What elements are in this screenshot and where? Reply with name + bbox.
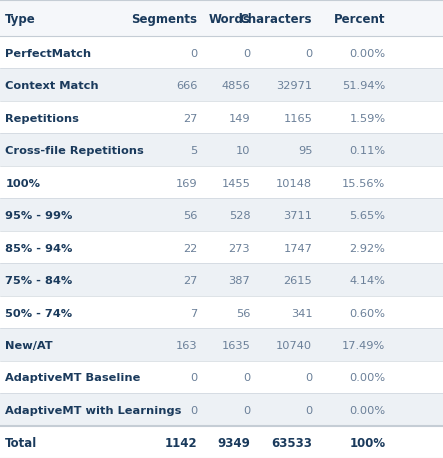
Text: PerfectMatch: PerfectMatch [5,49,91,59]
Text: 0.00%: 0.00% [349,49,385,59]
Text: Total: Total [5,437,38,450]
Text: 169: 169 [175,179,197,189]
Text: 100%: 100% [349,437,385,450]
Text: 27: 27 [183,276,197,286]
Text: 95% - 99%: 95% - 99% [5,211,73,221]
Text: Type: Type [5,13,36,26]
Text: 0: 0 [243,406,250,416]
Text: 0: 0 [190,49,197,59]
Text: 100%: 100% [5,179,40,189]
Text: Words: Words [208,13,250,26]
Text: 1747: 1747 [284,244,312,254]
Bar [0,0,443,36]
Text: 149: 149 [229,114,250,124]
Text: 7: 7 [190,309,197,319]
Text: 4.14%: 4.14% [350,276,385,286]
Text: 15.56%: 15.56% [342,179,385,189]
Bar [0,133,443,166]
Bar [0,425,443,458]
Text: Repetitions: Repetitions [5,114,79,124]
Text: 56: 56 [183,211,197,221]
Text: 666: 666 [176,82,197,91]
Bar [0,36,443,68]
Text: 10740: 10740 [276,341,312,351]
Text: 9349: 9349 [218,437,250,450]
Text: 75% - 84%: 75% - 84% [5,276,73,286]
Text: 0: 0 [305,406,312,416]
Text: 4856: 4856 [222,82,250,91]
Text: 22: 22 [183,244,197,254]
Text: 0: 0 [305,373,312,383]
Text: 163: 163 [175,341,197,351]
Text: 27: 27 [183,114,197,124]
Text: 5.65%: 5.65% [350,211,385,221]
Text: 3711: 3711 [284,211,312,221]
Text: Segments: Segments [131,13,197,26]
Text: Characters: Characters [240,13,312,26]
Text: 50% - 74%: 50% - 74% [5,309,73,319]
Text: 0: 0 [190,406,197,416]
Bar [0,263,443,296]
Text: 273: 273 [229,244,250,254]
Text: 0.11%: 0.11% [349,146,385,156]
Text: 2615: 2615 [284,276,312,286]
Text: 387: 387 [229,276,250,286]
Text: AdaptiveMT with Learnings: AdaptiveMT with Learnings [5,406,182,416]
Text: 85% - 94%: 85% - 94% [5,244,73,254]
Text: 528: 528 [229,211,250,221]
Text: Context Match: Context Match [5,82,99,91]
Bar [0,198,443,231]
Text: Percent: Percent [334,13,385,26]
Text: Cross-file Repetitions: Cross-file Repetitions [5,146,144,156]
Text: 1635: 1635 [222,341,250,351]
Text: 1142: 1142 [164,437,197,450]
Text: 51.94%: 51.94% [342,82,385,91]
Text: 2.92%: 2.92% [350,244,385,254]
Bar [0,360,443,393]
Text: 341: 341 [291,309,312,319]
Bar [0,393,443,425]
Text: 1455: 1455 [222,179,250,189]
Text: 32971: 32971 [276,82,312,91]
Text: 63533: 63533 [272,437,312,450]
Bar [0,166,443,198]
Bar [0,231,443,263]
Text: 0.00%: 0.00% [349,373,385,383]
Text: 0: 0 [305,49,312,59]
Text: 10148: 10148 [276,179,312,189]
Text: 1165: 1165 [284,114,312,124]
Text: New/AT: New/AT [5,341,53,351]
Text: 1.59%: 1.59% [349,114,385,124]
Text: 0: 0 [243,49,250,59]
Text: 0: 0 [243,373,250,383]
Text: AdaptiveMT Baseline: AdaptiveMT Baseline [5,373,141,383]
Bar [0,101,443,133]
Text: 0.60%: 0.60% [350,309,385,319]
Bar [0,296,443,328]
Text: 95: 95 [298,146,312,156]
Bar [0,328,443,360]
Bar [0,68,443,101]
Text: 56: 56 [236,309,250,319]
Text: 17.49%: 17.49% [342,341,385,351]
Text: 10: 10 [236,146,250,156]
Text: 0: 0 [190,373,197,383]
Text: 5: 5 [190,146,197,156]
Text: 0.00%: 0.00% [349,406,385,416]
